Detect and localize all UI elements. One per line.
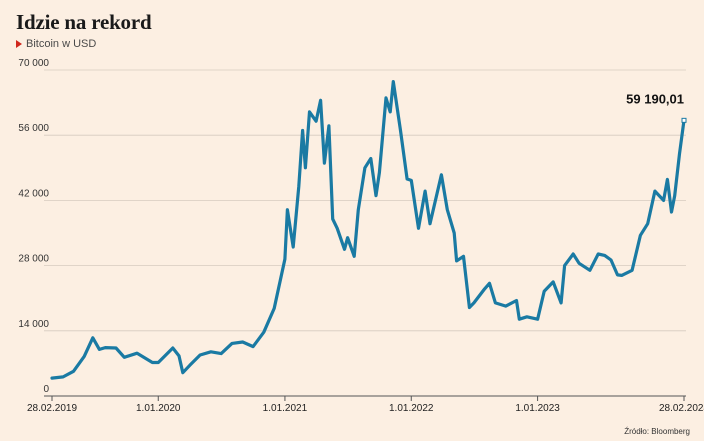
x-tick-label: 1.01.2021 xyxy=(263,403,308,414)
y-tick-label: 14 000 xyxy=(18,319,49,330)
chart-gridlines xyxy=(44,69,686,397)
end-point-marker xyxy=(681,117,687,123)
x-tick-label: 1.01.2023 xyxy=(515,403,560,414)
chart-title: Idzie na rekord xyxy=(16,10,152,34)
x-axis-ticks: 28.02.2019 1.01.2020 1.01.2021 1.01.2022 1.0… xyxy=(27,396,704,414)
y-tick-label: 42 000 xyxy=(18,188,49,199)
subtitle-text: Bitcoin w USD xyxy=(26,38,97,50)
triangle-right-icon xyxy=(16,40,22,48)
x-tick-label: 28.02.2019 xyxy=(27,403,77,414)
series-line xyxy=(50,80,686,380)
x-tick-label: 1.01.2020 xyxy=(136,403,181,414)
end-value-label: 59 190,01 xyxy=(626,91,684,106)
x-tick-label: 1.01.2022 xyxy=(389,403,434,414)
x-tick-label: 28.02.2024 xyxy=(659,403,704,414)
chart-subtitle: Bitcoin w USD xyxy=(16,38,96,50)
y-tick-label: 0 xyxy=(43,384,49,395)
y-tick-label: 28 000 xyxy=(18,254,49,265)
source-note: Źródło: Bloomberg xyxy=(624,427,690,436)
y-axis-ticks: 0 14 000 28 000 42 000 56 000 70 000 xyxy=(18,58,49,395)
y-tick-label: 56 000 xyxy=(18,123,49,134)
y-tick-label: 70 000 xyxy=(18,58,49,69)
